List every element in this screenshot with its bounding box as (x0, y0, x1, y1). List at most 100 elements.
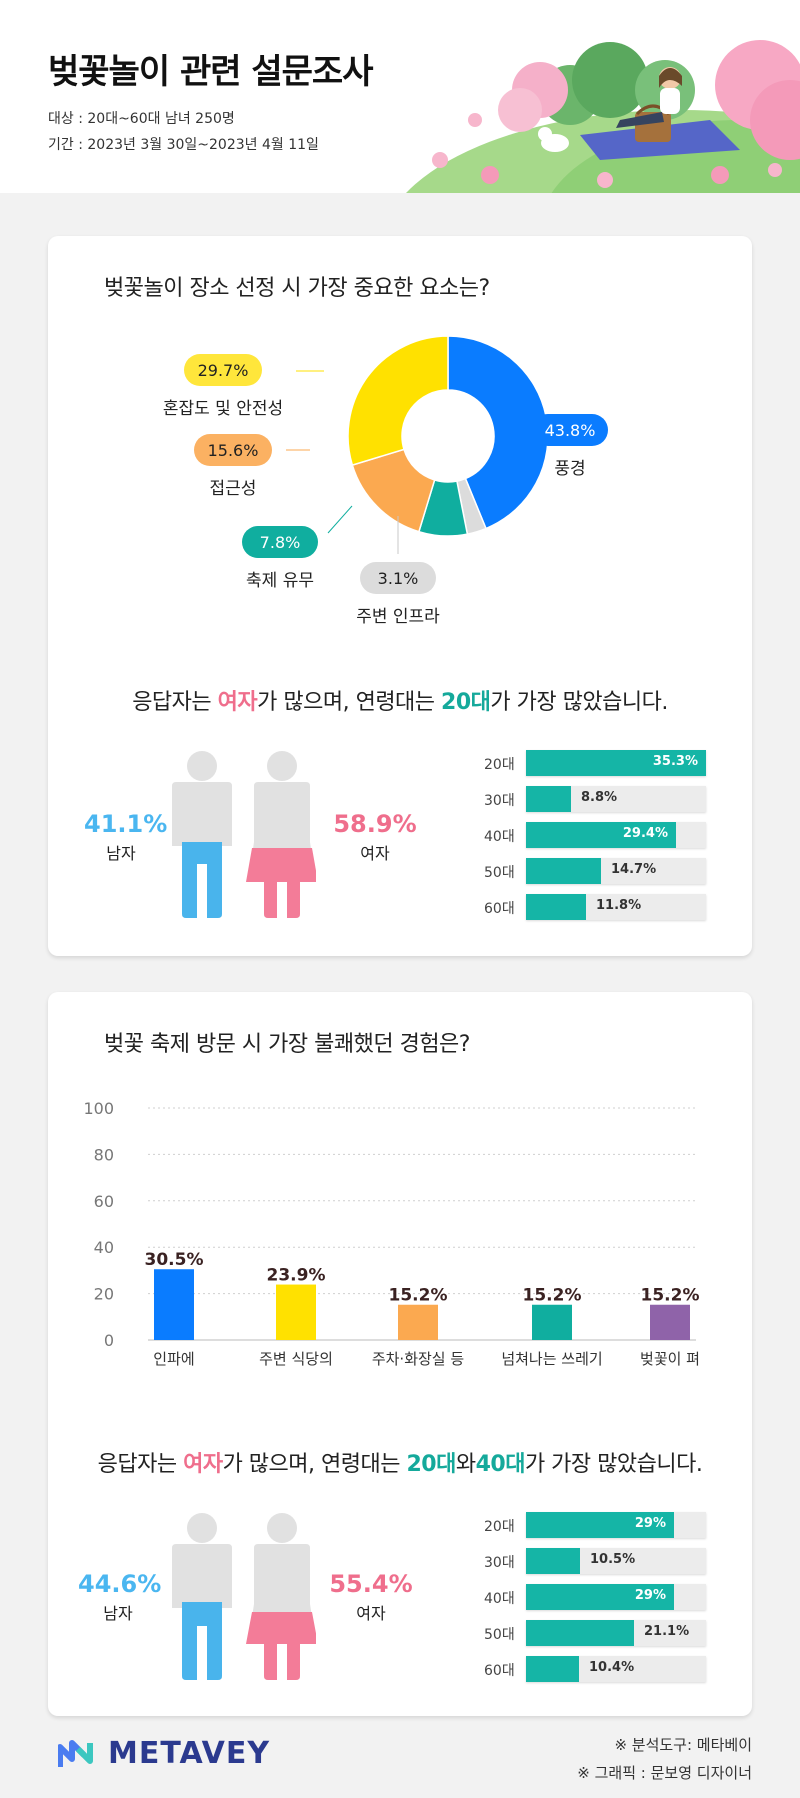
age-bar-track: 21.1% (526, 1620, 706, 1646)
age-label: 50대 (484, 1627, 515, 1643)
survey-subject: 대상 : 20대~60대 남녀 250명 (48, 111, 235, 127)
y-tick-label: 100 (83, 1099, 114, 1118)
age-bar-fill (526, 1656, 579, 1682)
survey-period: 기간 : 2023년 3월 30일~2023년 4월 11일 (48, 137, 319, 153)
metavey-logo: METAVEY (58, 1736, 270, 1771)
age-bar-value: 29% (634, 1516, 666, 1531)
age-bar-track: 10.4% (526, 1656, 706, 1682)
age-label: 40대 (484, 829, 515, 845)
place-selection-card: 벚꽃놀이 장소 선정 시 가장 중요한 요소는? 29.7% 혼잡도 및 안전성… (48, 236, 752, 956)
y-tick-label: 20 (94, 1285, 114, 1304)
age-bar-fill (526, 1512, 674, 1538)
age-bar-value: 21.1% (644, 1624, 690, 1639)
slice-name-label: 혼잡도 및 안전성 (162, 399, 284, 419)
cherry-blossom-picnic-illustration (406, 40, 800, 193)
metavey-logo-icon (58, 1739, 93, 1767)
donut-chart (286, 335, 572, 554)
age-bar-row: 20대 35.3% (484, 750, 724, 776)
page-title: 벚꽃놀이 관련 설문조사 (48, 52, 373, 92)
male-label: 남자 (106, 844, 136, 863)
age-label: 60대 (484, 901, 515, 917)
age-bar-track: 11.8% (526, 894, 706, 920)
slice-name-label: 주변 인프라 (356, 607, 440, 627)
bar-value-label: 15.2% (389, 1286, 448, 1306)
bar-value-label: 15.2% (523, 1286, 582, 1306)
male-label: 남자 (103, 1604, 133, 1623)
male-figure-icon (172, 1513, 232, 1680)
x-category-label: 벚꽃이 펴 (640, 1350, 700, 1368)
age-bar-row: 30대 10.5% (484, 1548, 724, 1574)
age-bar-value: 10.4% (589, 1660, 635, 1675)
age-label: 30대 (484, 793, 515, 809)
age-bar-track: 8.8% (526, 786, 706, 812)
x-category-label: 인파에 (153, 1350, 194, 1368)
slice-value-label: 15.6% (194, 434, 272, 466)
age-bar-row: 20대 29% (484, 1512, 724, 1538)
male-figure-icon (172, 751, 232, 918)
bar (532, 1304, 572, 1340)
female-figure-icon (246, 1513, 316, 1680)
x-category-label: 넘쳐나는 쓰레기 (501, 1350, 602, 1368)
age-bar-row: 60대 11.8% (484, 894, 724, 920)
x-category-label: 주차·화장실 등 (372, 1350, 465, 1368)
bar (650, 1304, 690, 1340)
age-bar-fill (526, 1620, 634, 1646)
age-bar-track: 10.5% (526, 1548, 706, 1574)
slice-name-label: 축제 유무 (246, 571, 314, 591)
age-bar-track: 29% (526, 1584, 706, 1610)
x-category-label: 있지 않음 (640, 1371, 700, 1372)
bar (398, 1304, 438, 1340)
gender-figures (172, 1513, 316, 1680)
age-bar-row: 50대 21.1% (484, 1620, 724, 1646)
age-bar-fill (526, 750, 706, 776)
age-label: 20대 (484, 1519, 515, 1535)
question-title: 벚꽃놀이 장소 선정 시 가장 중요한 요소는? (104, 276, 490, 301)
x-category-label: 주변 식당의 (259, 1350, 333, 1368)
age-bar-row: 50대 14.7% (484, 858, 724, 884)
slice-value-label: 7.8% (242, 526, 318, 558)
age-bar-value: 29.4% (622, 826, 668, 841)
graphic-credit-note: ※ 그래픽 : 문보영 디자이너 (577, 1764, 752, 1782)
female-label: 여자 (360, 844, 390, 863)
age-label: 50대 (484, 865, 515, 881)
bar-value-label: 30.5% (145, 1250, 204, 1270)
age-bar-track: 29% (526, 1512, 706, 1538)
age-bar-value: 14.7% (611, 862, 657, 877)
age-bar-row: 40대 29% (484, 1584, 724, 1610)
age-bar-fill (526, 786, 571, 812)
x-category-label: 바가지 요금 (259, 1371, 333, 1372)
y-tick-label: 0 (104, 1331, 114, 1350)
age-label: 30대 (484, 1555, 515, 1571)
age-bar-value: 35.3% (652, 754, 698, 769)
age-bar-value: 11.8% (596, 898, 642, 913)
age-bar-track: 35.3% (526, 750, 706, 776)
x-category-label: 시설 부족 (388, 1371, 448, 1372)
age-bar-value: 10.5% (590, 1552, 636, 1567)
male-percentage: 41.1% (84, 810, 168, 838)
bar (276, 1284, 316, 1340)
male-percentage: 44.6% (78, 1570, 162, 1598)
age-label: 60대 (484, 1663, 515, 1679)
age-bar-fill (526, 822, 676, 848)
age-label: 40대 (484, 1591, 515, 1607)
age-label: 20대 (484, 757, 515, 773)
x-category-label: 혼잡한 축제장 (130, 1371, 218, 1372)
slice-value-label: 3.1% (360, 562, 436, 594)
gender-figures (172, 751, 316, 918)
y-tick-label: 80 (94, 1145, 114, 1164)
donut-slice (347, 335, 449, 467)
age-bar-track: 14.7% (526, 858, 706, 884)
donut-slice (447, 335, 549, 530)
bar (154, 1269, 194, 1340)
slice-value-label: 43.8% (532, 414, 608, 446)
slice-name-label: 풍경 (554, 459, 586, 479)
age-bar-row: 30대 8.8% (484, 786, 724, 812)
age-bar-fill (526, 1584, 674, 1610)
female-label: 여자 (356, 1604, 386, 1623)
age-bar-track: 29.4% (526, 822, 706, 848)
donut-slices (347, 335, 549, 537)
logo-text: METAVEY (108, 1736, 271, 1771)
age-bar-row: 60대 10.4% (484, 1656, 724, 1682)
age-bar-row: 40대 29.4% (484, 822, 724, 848)
question-title: 벚꽃 축제 방문 시 가장 불쾌했던 경험은? (104, 1032, 470, 1057)
